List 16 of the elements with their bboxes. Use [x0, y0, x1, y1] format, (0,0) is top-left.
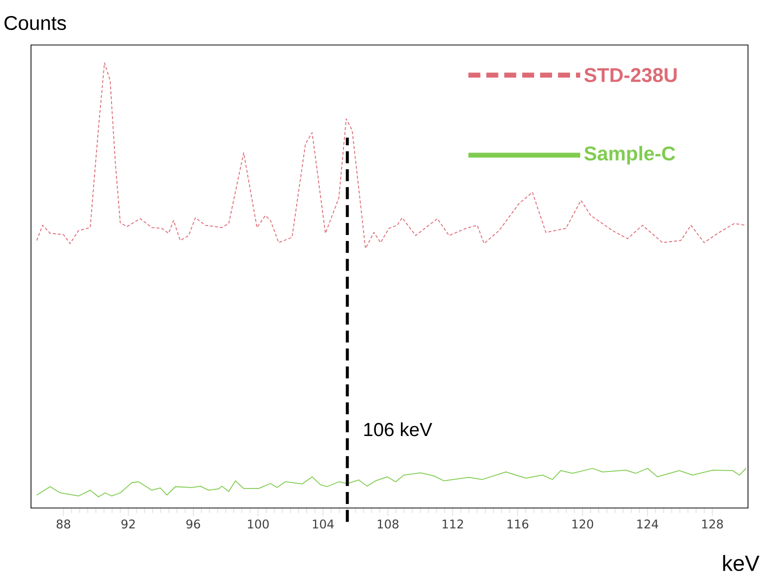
- x-tick-label: 104: [312, 519, 334, 529]
- x-tick-label: 92: [121, 519, 135, 529]
- x-tick-label: 96: [186, 519, 200, 529]
- x-tick-label: 116: [508, 519, 528, 529]
- y-axis-title: Counts: [4, 16, 66, 30]
- x-tick-label: 112: [442, 519, 463, 528]
- text: STD-238U: [584, 68, 677, 82]
- x-tick-label: 108: [378, 519, 398, 529]
- x-tick-label: 100: [248, 519, 269, 529]
- x-tick-label: 120: [572, 519, 594, 529]
- x-tick-label: 88: [56, 519, 70, 529]
- text: Sample-C: [584, 146, 676, 164]
- x-tick-label: 128: [702, 519, 723, 529]
- x-axis-title: keV: [723, 554, 760, 572]
- ref-line-label: 106 keV: [364, 422, 432, 436]
- x-tick-label: 124: [637, 519, 658, 528]
